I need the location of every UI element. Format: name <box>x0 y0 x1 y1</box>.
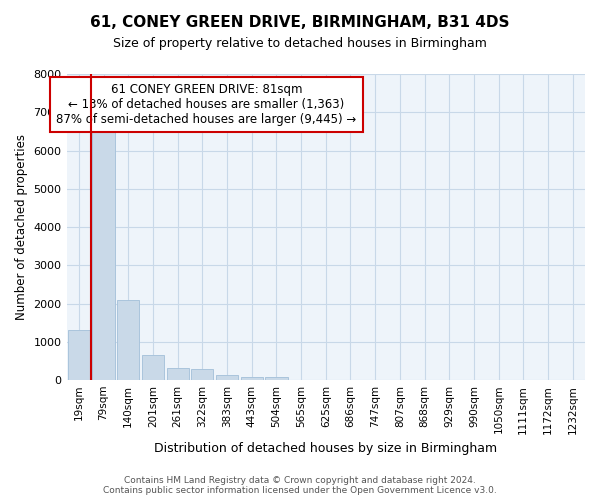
Bar <box>117 300 139 380</box>
Text: Contains HM Land Registry data © Crown copyright and database right 2024.
Contai: Contains HM Land Registry data © Crown c… <box>103 476 497 495</box>
Y-axis label: Number of detached properties: Number of detached properties <box>15 134 28 320</box>
Bar <box>265 378 287 380</box>
Text: Size of property relative to detached houses in Birmingham: Size of property relative to detached ho… <box>113 38 487 51</box>
Bar <box>241 378 263 380</box>
Bar <box>92 132 115 380</box>
Bar <box>216 375 238 380</box>
X-axis label: Distribution of detached houses by size in Birmingham: Distribution of detached houses by size … <box>154 442 497 455</box>
Bar <box>68 330 90 380</box>
Text: 61 CONEY GREEN DRIVE: 81sqm
← 13% of detached houses are smaller (1,363)
87% of : 61 CONEY GREEN DRIVE: 81sqm ← 13% of det… <box>56 83 356 126</box>
Bar <box>191 370 214 380</box>
Bar <box>167 368 189 380</box>
Bar <box>142 355 164 380</box>
Text: 61, CONEY GREEN DRIVE, BIRMINGHAM, B31 4DS: 61, CONEY GREEN DRIVE, BIRMINGHAM, B31 4… <box>90 15 510 30</box>
